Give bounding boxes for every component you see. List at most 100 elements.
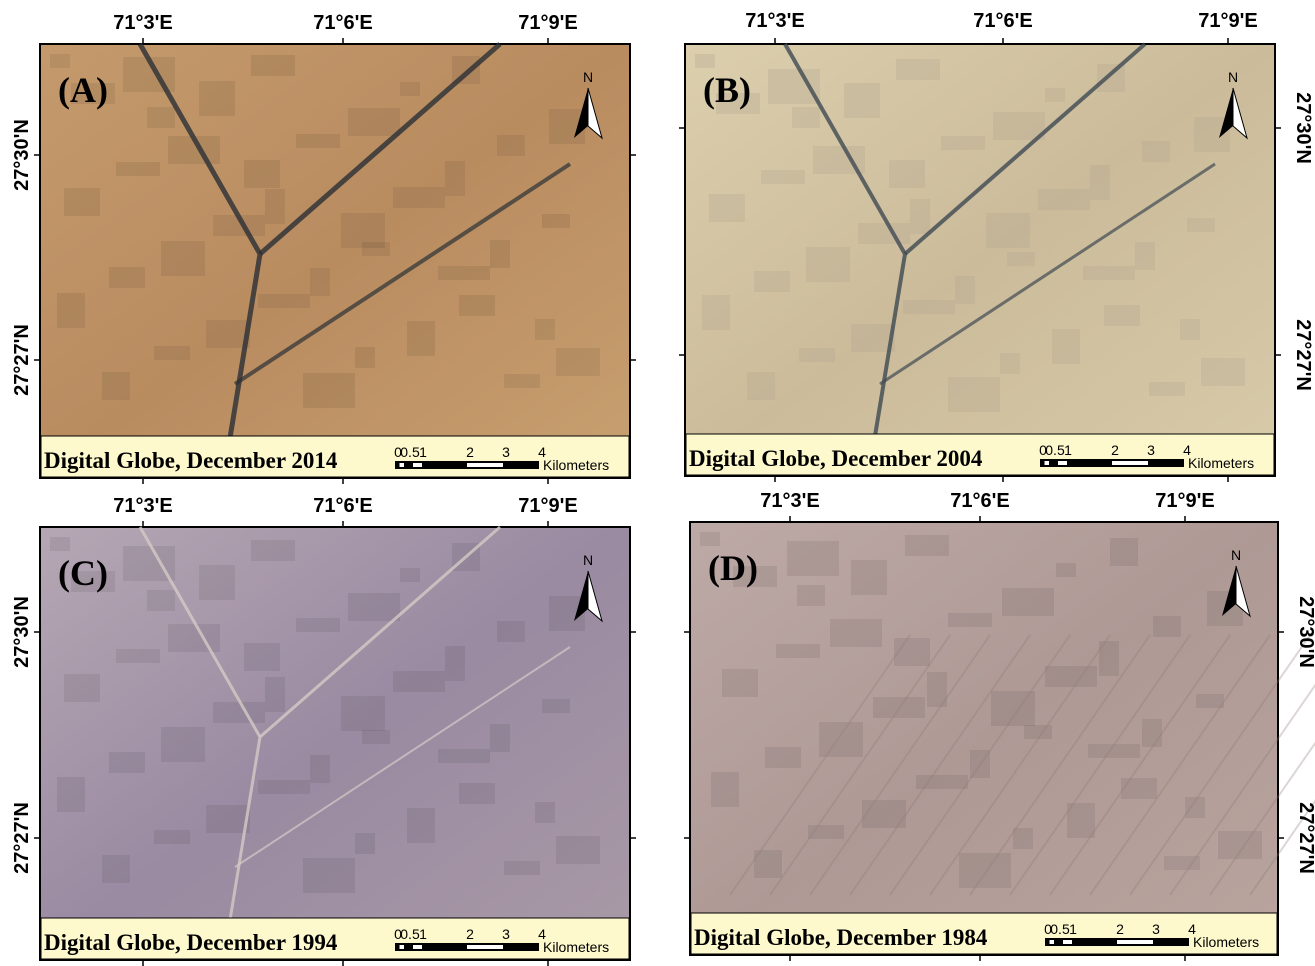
terrain-patch: [168, 624, 220, 652]
panel-label: (D): [708, 548, 758, 588]
terrain-patch: [341, 696, 385, 731]
terrain-patch: [445, 646, 465, 681]
terrain-patch: [109, 752, 145, 773]
terrain-patch: [244, 160, 280, 188]
scale-bar-segment: [400, 463, 405, 467]
terrain-patch: [154, 346, 190, 360]
caption: Digital Globe, December 2004: [689, 446, 983, 471]
terrain-patch: [754, 271, 790, 292]
terrain-patch: [362, 730, 390, 744]
terrain-patch: [438, 749, 490, 763]
y-tick-label: 27°30'N: [11, 596, 33, 668]
x-tick-label: 71°3'E: [745, 10, 804, 32]
terrain-patch: [889, 160, 925, 188]
terrain-patch: [948, 613, 992, 627]
terrain-patch: [1149, 382, 1185, 396]
terrain-patch: [948, 377, 1000, 412]
terrain-patch: [1180, 319, 1200, 340]
panel-label: (B): [703, 70, 751, 110]
terrain-patch: [1024, 725, 1052, 739]
y-tick-label: 27°30'N: [11, 119, 33, 191]
scale-bar-segment: [413, 945, 422, 949]
panel-label: (A): [58, 70, 108, 110]
terrain-patch: [830, 619, 882, 647]
terrain-patch: [206, 805, 250, 833]
scale-bar-segment: [1058, 461, 1067, 465]
terrain-patch: [265, 189, 285, 224]
scale-label: 3: [1147, 442, 1155, 458]
x-tick-label: 71°9'E: [518, 12, 577, 34]
terrain-patch: [459, 295, 495, 316]
terrain-patch: [310, 755, 330, 783]
terrain-patch: [504, 861, 540, 875]
terrain-patch: [1110, 538, 1138, 566]
scale-label: 1: [1064, 442, 1072, 458]
maps: 71°3'E 71°6'E 71°9'E 27°30'N 27°27'N (A) N Digi…: [11, 10, 1315, 966]
terrain-patch: [844, 83, 880, 118]
y-tick-label: 27°27'N: [1292, 319, 1314, 391]
terrain-patch: [1052, 329, 1080, 364]
y-tick-label: 27°27'N: [1295, 802, 1315, 874]
scale-bar-segment: [1117, 940, 1153, 944]
terrain-patch: [556, 348, 600, 376]
terrain-patch: [393, 671, 445, 692]
terrain-patch: [1038, 189, 1090, 210]
terrain-patch: [792, 107, 820, 128]
terrain-patch: [355, 833, 375, 854]
terrain-patch: [303, 858, 355, 893]
scale-bar-segment: [400, 945, 405, 949]
scale-unit: Kilometers: [543, 939, 609, 955]
map-image: [40, 527, 630, 960]
terrain-patch: [407, 808, 435, 843]
x-tick-label: 71°9'E: [518, 495, 577, 517]
terrain-patch: [64, 674, 100, 702]
terrain-patch: [400, 568, 420, 582]
scale-bar-segment: [467, 945, 503, 949]
terrain-patch: [702, 295, 730, 330]
x-tick-label: 71°6'E: [313, 12, 372, 34]
scale-bar-segment: [467, 463, 503, 467]
terrain-patch: [1045, 88, 1065, 102]
terrain-patch: [199, 565, 235, 600]
terrain-patch: [1007, 252, 1035, 266]
terrain-patch: [535, 319, 555, 340]
x-tick-label: 71°6'E: [313, 495, 372, 517]
terrain-patch: [490, 240, 510, 268]
terrain-patch: [50, 54, 70, 68]
north-label: N: [583, 552, 593, 568]
terrain-patch: [459, 783, 495, 804]
y-tick-label: 27°27'N: [11, 802, 33, 874]
terrain-patch: [1045, 666, 1097, 687]
scale-label: 0.5: [1045, 442, 1065, 458]
terrain-patch: [504, 374, 540, 388]
scale-bar-segment: [1063, 940, 1072, 944]
terrain-patch: [199, 81, 235, 116]
terrain-patch: [50, 537, 70, 551]
terrain-patch: [213, 702, 265, 723]
terrain-patch: [251, 540, 295, 561]
scale-label: 0.5: [400, 926, 420, 942]
x-tick-label: 71°3'E: [760, 490, 819, 512]
scale-label: 2: [1111, 442, 1119, 458]
map-panel: 71°3'E71°6'E71°9'E27°30'N27°27'N(C)NDigi…: [11, 495, 636, 966]
terrain-patch: [542, 214, 570, 228]
terrain-patch: [303, 373, 355, 408]
terrain-patch: [959, 853, 1011, 888]
scale-unit: Kilometers: [543, 457, 609, 473]
terrain-patch: [1187, 218, 1215, 232]
scale-label: 0.5: [400, 444, 420, 460]
scale-bar-segment: [1112, 461, 1148, 465]
scale-label: 0.5: [1050, 921, 1070, 937]
x-tick-label: 71°9'E: [1198, 10, 1257, 32]
terrain-patch: [761, 170, 805, 184]
terrain-patch: [858, 223, 910, 244]
terrain-patch: [258, 780, 310, 794]
map-panel: 71°3'E71°6'E71°9'E27°30'N27°27'N(B)NDigi…: [679, 10, 1314, 482]
terrain-patch: [310, 268, 330, 296]
terrain-patch: [1056, 563, 1076, 577]
terrain-patch: [797, 585, 825, 606]
terrain-patch: [556, 836, 600, 864]
map-panel: 71°3'E71°6'E71°9'E27°30'N27°27'N(A)NDigi…: [11, 12, 636, 484]
terrain-patch: [1153, 616, 1181, 637]
scale-bar-segment: [413, 463, 422, 467]
